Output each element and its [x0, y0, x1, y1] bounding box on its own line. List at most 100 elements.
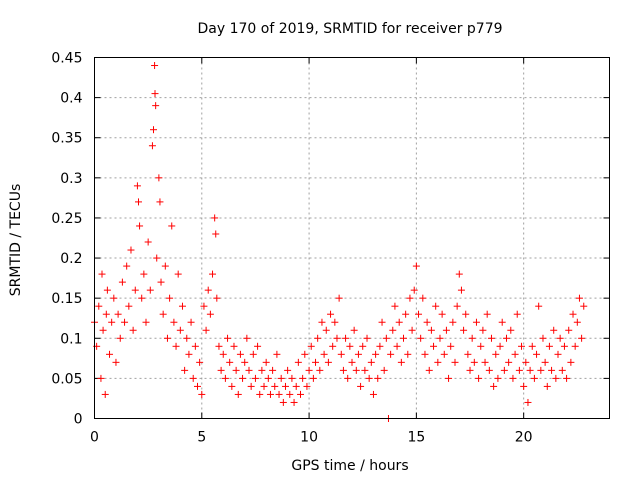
data-point — [539, 334, 547, 342]
data-point — [389, 326, 397, 334]
data-point — [247, 382, 255, 390]
data-point — [535, 302, 543, 310]
data-point — [412, 262, 420, 270]
data-point — [575, 294, 583, 302]
y-tick-label: 0.35 — [51, 131, 82, 147]
data-point — [95, 302, 103, 310]
data-point — [406, 294, 414, 302]
data-point — [509, 374, 517, 382]
data-point — [290, 398, 298, 406]
data-point — [423, 318, 431, 326]
data-point — [537, 366, 545, 374]
data-point — [350, 326, 358, 334]
data-point — [453, 302, 461, 310]
data-point — [98, 270, 106, 278]
data-point — [189, 374, 197, 382]
y-tick-label: 0.1 — [60, 331, 82, 347]
data-point — [284, 366, 292, 374]
data-point — [400, 334, 407, 342]
data-point — [554, 350, 562, 358]
data-point — [232, 366, 240, 374]
data-point — [563, 374, 571, 382]
data-point — [440, 350, 448, 358]
data-points — [91, 62, 588, 422]
data-point — [359, 342, 367, 350]
data-point — [357, 382, 365, 390]
data-point — [464, 350, 472, 358]
data-point — [176, 326, 184, 334]
plot-frame — [94, 57, 610, 419]
data-point — [234, 390, 242, 398]
data-point — [475, 374, 483, 382]
data-point — [511, 350, 519, 358]
data-point — [387, 350, 395, 358]
data-point — [148, 142, 156, 150]
data-point — [550, 326, 558, 334]
data-point — [299, 374, 307, 382]
data-point — [472, 318, 480, 326]
data-point — [365, 374, 373, 382]
data-point — [404, 350, 412, 358]
data-point — [503, 334, 510, 342]
data-point — [228, 382, 236, 390]
data-point — [292, 382, 300, 390]
data-point — [427, 326, 435, 334]
data-point — [236, 350, 244, 358]
data-point — [112, 358, 120, 366]
data-point — [522, 358, 530, 366]
data-point — [144, 238, 152, 246]
data-point — [337, 350, 345, 358]
y-tick-label: 0.2 — [60, 251, 82, 267]
data-point — [123, 262, 131, 270]
data-point — [239, 374, 247, 382]
data-point — [221, 374, 229, 382]
data-point — [294, 358, 302, 366]
data-point — [382, 334, 390, 342]
data-point — [445, 374, 453, 382]
data-point — [457, 286, 465, 294]
grid-lines — [94, 57, 610, 419]
data-point — [483, 310, 491, 318]
data-point — [573, 318, 581, 326]
data-point — [560, 342, 568, 350]
data-point — [275, 390, 283, 398]
data-point — [430, 342, 438, 350]
data-point — [178, 302, 186, 310]
x-tick-labels: 0 5 10 15 20 — [90, 430, 533, 446]
data-point — [524, 398, 532, 406]
data-point — [226, 358, 234, 366]
data-point — [212, 230, 220, 238]
data-point — [99, 326, 107, 334]
data-point — [118, 278, 126, 286]
data-point — [374, 374, 382, 382]
data-point — [342, 334, 350, 342]
data-point — [241, 358, 249, 366]
data-point — [419, 294, 427, 302]
data-point — [277, 374, 285, 382]
data-point — [369, 390, 377, 398]
data-point — [451, 358, 459, 366]
data-point — [344, 374, 352, 382]
data-point — [515, 366, 523, 374]
data-point — [316, 366, 324, 374]
data-point — [417, 334, 425, 342]
data-point — [346, 342, 354, 350]
data-point — [541, 358, 549, 366]
data-point — [339, 366, 347, 374]
data-point — [578, 334, 586, 342]
data-point — [254, 342, 262, 350]
data-point — [395, 318, 403, 326]
data-point — [322, 326, 330, 334]
data-point — [150, 126, 158, 134]
data-point — [106, 350, 114, 358]
data-point — [194, 382, 201, 390]
data-point — [219, 350, 227, 358]
data-point — [266, 390, 274, 398]
data-point — [170, 318, 178, 326]
data-point — [202, 326, 210, 334]
data-point — [174, 270, 182, 278]
data-point — [492, 350, 500, 358]
data-point — [305, 366, 313, 374]
y-tick-label: 0.05 — [51, 371, 82, 387]
data-point — [103, 286, 111, 294]
